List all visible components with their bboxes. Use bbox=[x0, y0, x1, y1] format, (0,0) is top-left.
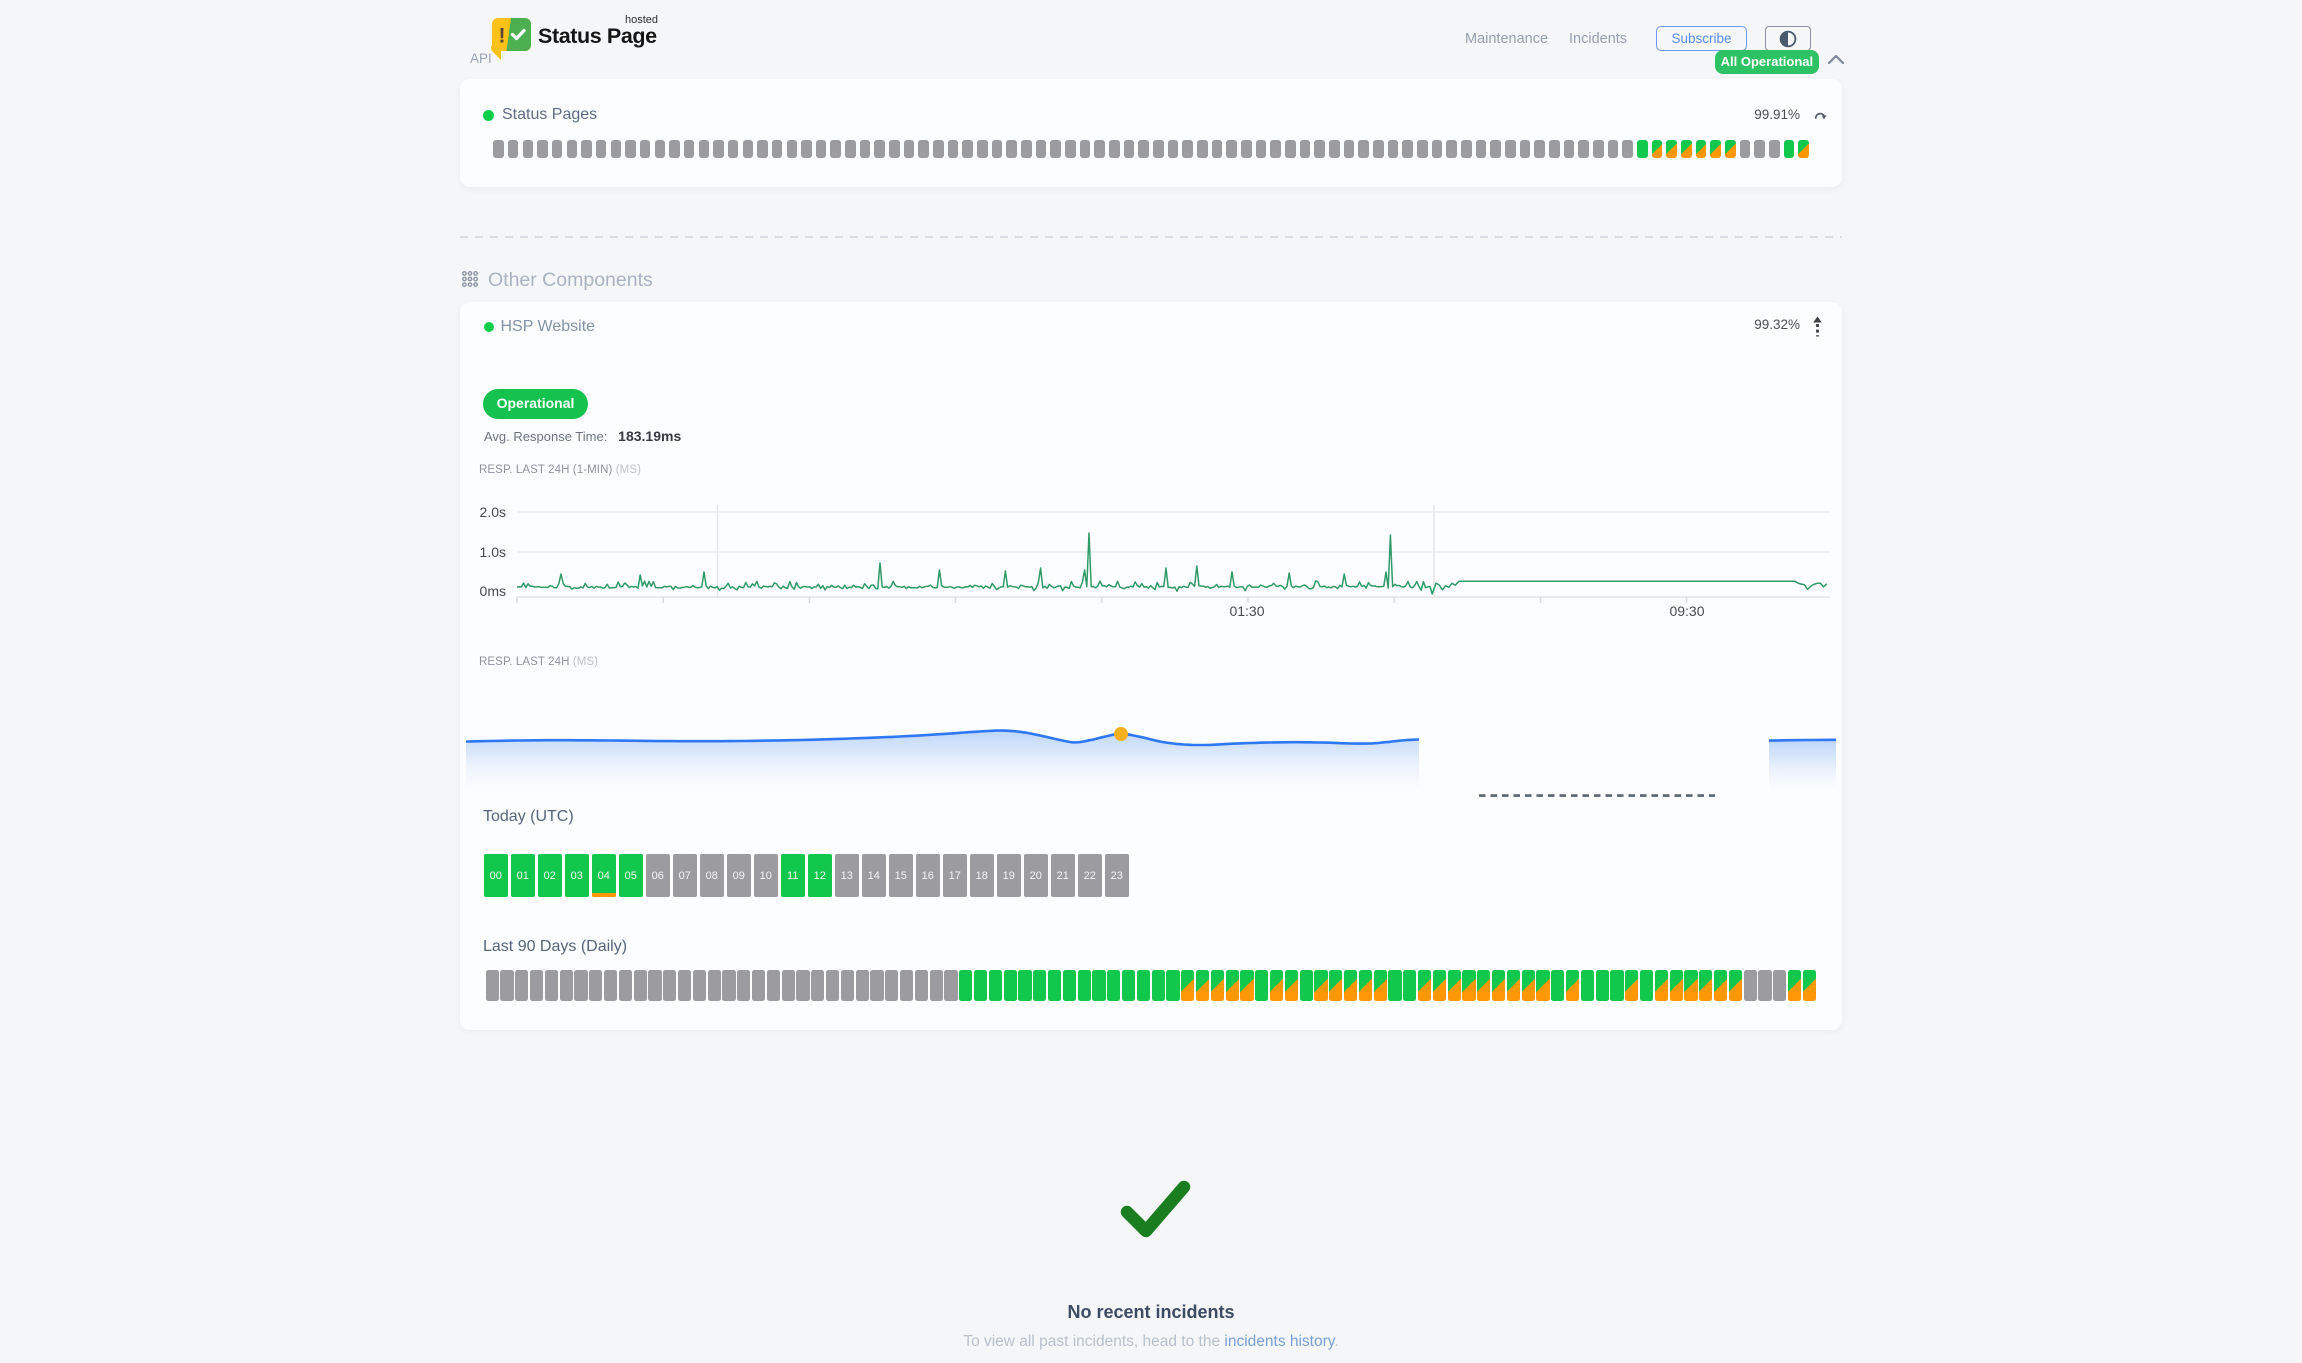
svg-text:09:30: 09:30 bbox=[1669, 603, 1704, 619]
svg-text:1.0s: 1.0s bbox=[480, 544, 506, 560]
svg-text:01:30: 01:30 bbox=[1229, 603, 1264, 619]
svg-text:2.0s: 2.0s bbox=[480, 504, 506, 520]
svg-text:!: ! bbox=[499, 25, 506, 48]
svg-text:0ms: 0ms bbox=[480, 583, 506, 599]
